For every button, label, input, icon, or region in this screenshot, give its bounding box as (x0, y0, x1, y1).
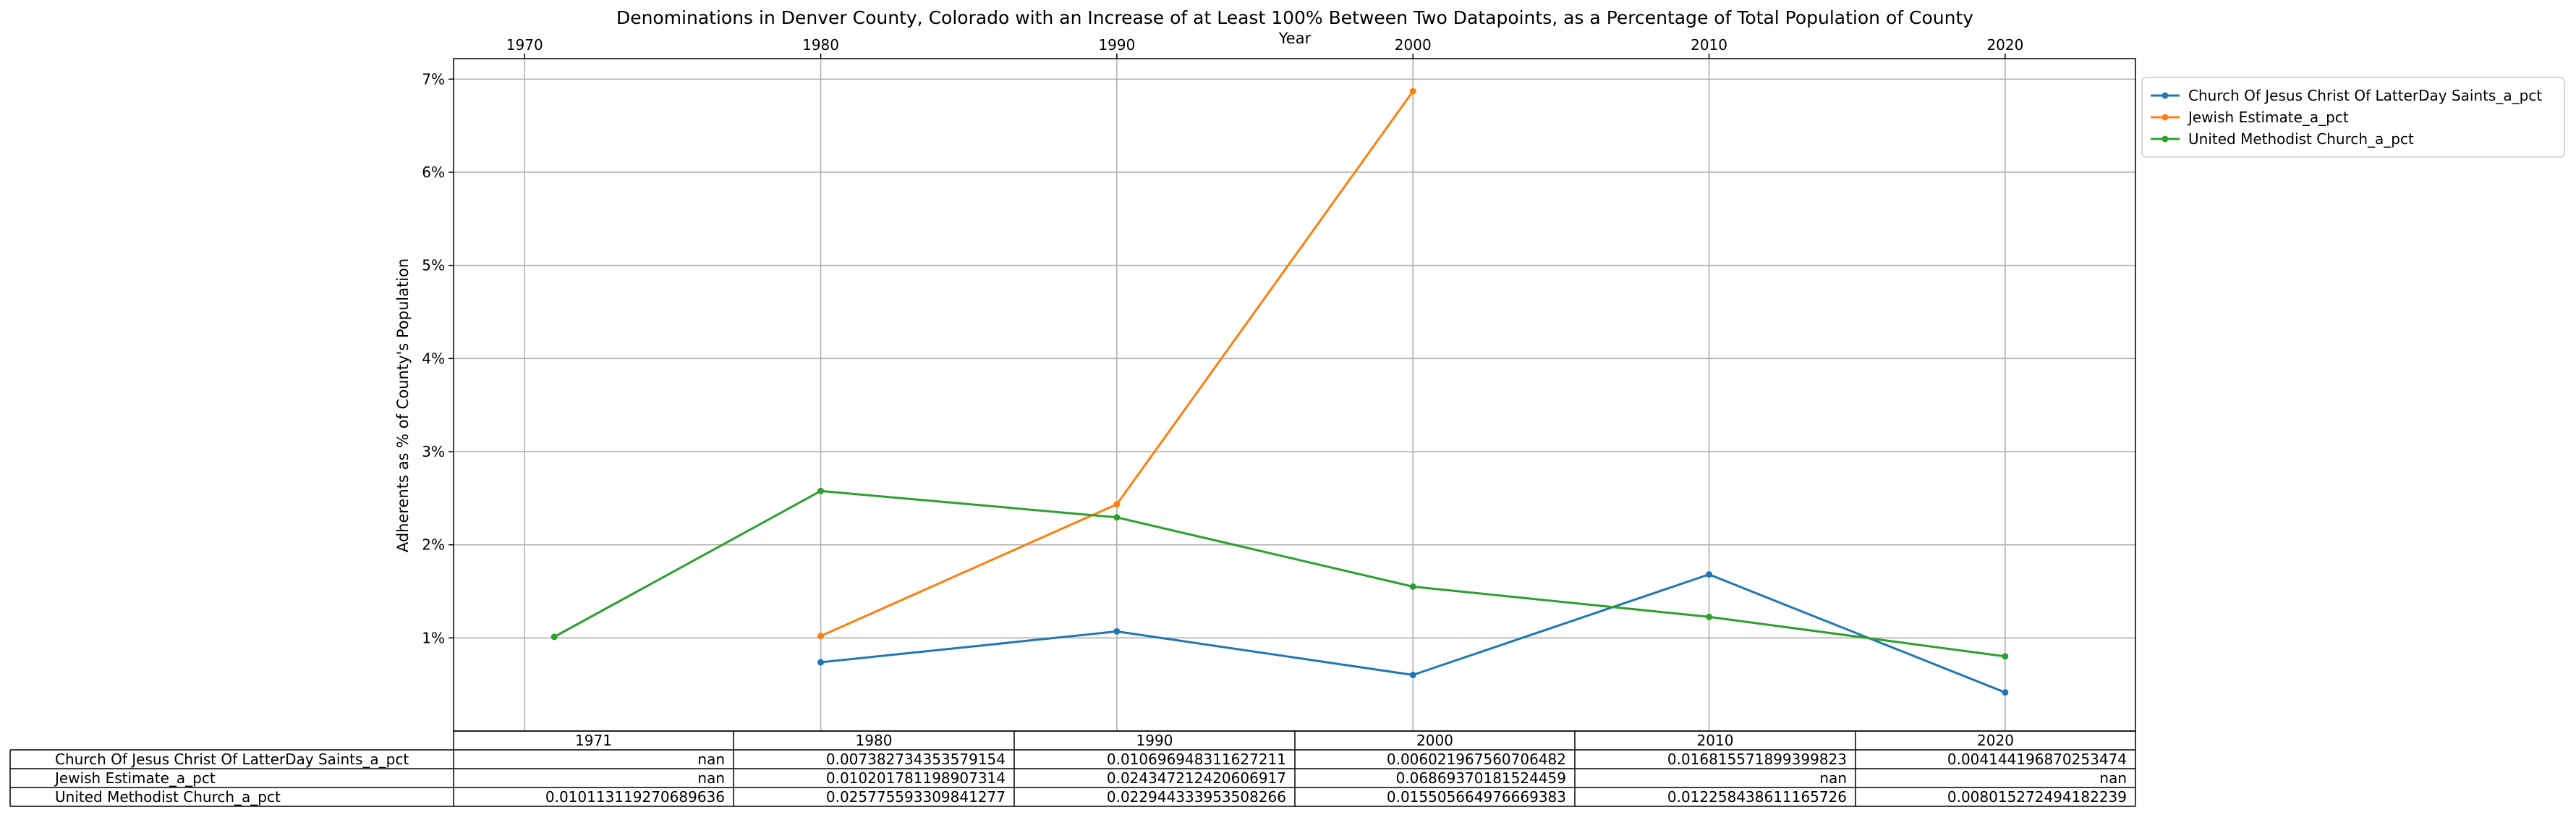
data-point (1113, 501, 1121, 508)
table-cell: 0.006021967560706482 (1387, 751, 1566, 768)
table-cell: 0.010201781198907314 (826, 769, 1006, 787)
legend-box (2141, 77, 2565, 158)
x-tick-label: 2020 (1986, 36, 2023, 54)
x-tick-label: 2000 (1395, 36, 1432, 54)
table-column-header: 2010 (1697, 732, 1734, 749)
table-column-header: 2020 (1977, 732, 2014, 749)
table-cell: 0.06869370181524459 (1396, 769, 1566, 787)
table-column-header: 2000 (1416, 732, 1453, 749)
data-point (1409, 672, 1416, 679)
data-point (2002, 653, 2009, 660)
table-row-label: Church Of Jesus Christ Of LatterDay Sain… (55, 751, 409, 768)
data-table: 1971 1980 1990 2000 2010 2020 Church Of Jesus … (9, 730, 2136, 807)
data-point (2002, 689, 2009, 696)
data-point (1706, 571, 1713, 578)
table-cell: 0.016815571899399823 (1667, 751, 1847, 768)
table-cell: 0.025775593309841277 (826, 788, 1006, 806)
legend-label: Jewish Estimate_a_pct (2187, 109, 2349, 126)
series-line (553, 489, 2006, 658)
table-cell: 0.004144196870253474 (1947, 751, 2127, 768)
data-point (817, 487, 825, 494)
data-point (1113, 628, 1121, 635)
y-tick-label: 2% (422, 536, 445, 554)
x-axis-label: Year (1278, 30, 1312, 47)
plot-frame (453, 58, 2136, 732)
x-tick-label: 1970 (506, 36, 543, 54)
legend-label: Church Of Jesus Christ Of LatterDay Sain… (2188, 87, 2542, 104)
y-tick-label: 7% (422, 70, 445, 88)
data-point (1706, 613, 1713, 620)
data-point (551, 633, 558, 641)
legend-label: United Methodist Church_a_pct (2188, 130, 2414, 148)
table-cell: 0.024347212420606917 (1107, 769, 1286, 787)
table-cell: nan (1819, 769, 1847, 787)
table-cell: 0.012258438611165726 (1667, 788, 1847, 806)
data-point (1113, 514, 1121, 521)
x-tick-label: 2010 (1691, 36, 1727, 54)
table-column-header: 1980 (856, 732, 893, 749)
legend-marker (2161, 92, 2169, 99)
table-cell: 0.010696948311627211 (1107, 751, 1286, 768)
x-tick-label: 1990 (1098, 36, 1135, 54)
table-cell: nan (697, 751, 725, 768)
table-row-label: Jewish Estimate_a_pct (54, 769, 216, 787)
y-tick-label: 4% (422, 350, 445, 367)
table-column-header: 1990 (1136, 732, 1173, 749)
table-cell: 0.010113119270689636 (545, 788, 725, 806)
legend: Church Of Jesus Christ Of LatterDay Sain… (2141, 77, 2565, 158)
grid (454, 59, 2135, 731)
legend-marker (2161, 114, 2169, 121)
data-point (1409, 88, 1416, 95)
y-axis-label: Adherents as % of County's Population (394, 258, 412, 552)
table-cell: 0.007382734353579154 (826, 751, 1006, 768)
table-cell: 0.015505664976669383 (1387, 788, 1566, 806)
table-row-label: United Methodist Church_a_pct (55, 788, 281, 806)
x-tick-label: 1980 (802, 36, 839, 54)
axis-ticks: 1970 1980 1990 2000 2010 2020 1% 2% 3% 4% 5% 6% 7% (422, 36, 2023, 646)
table-cell: 0.008015272494182239 (1947, 788, 2127, 806)
table-column-header: 1971 (575, 732, 612, 749)
y-tick-label: 6% (422, 164, 445, 181)
data-point (817, 633, 825, 640)
plot-series (551, 88, 2009, 696)
y-tick-label: 1% (422, 629, 445, 646)
table-cell: 0.022944333953508266 (1107, 788, 1286, 806)
chart-title: Denominations in Denver County, Colorado… (616, 7, 1973, 28)
y-tick-label: 3% (422, 443, 445, 460)
table-cell: nan (2099, 769, 2127, 787)
data-point (1409, 583, 1416, 590)
y-tick-label: 5% (422, 257, 445, 274)
legend-marker (2161, 135, 2169, 143)
data-point (817, 659, 825, 666)
table-cell: nan (697, 769, 725, 787)
